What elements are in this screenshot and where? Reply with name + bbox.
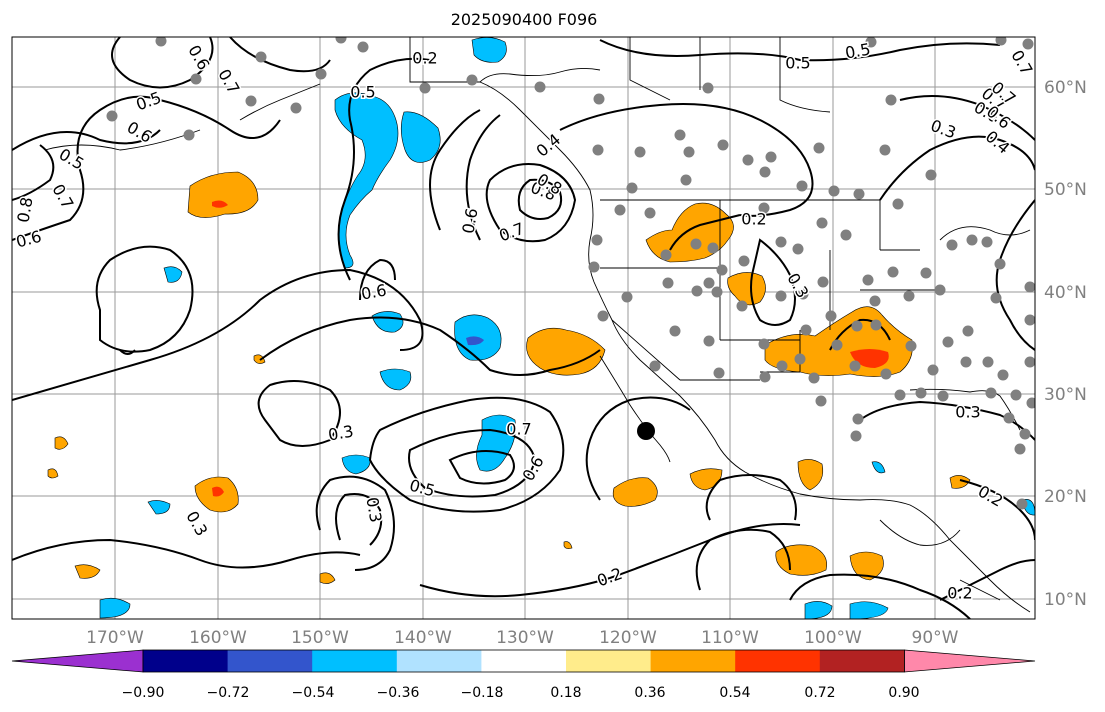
contour-lines <box>12 37 1035 619</box>
colorbar-tick-labels: −0.90 −0.72 −0.54 −0.36 −0.18 0.18 0.36 … <box>122 685 920 701</box>
colorbar-tick-label: 0.72 <box>804 685 835 701</box>
colorbar-segment <box>650 650 736 672</box>
longitude-labels: 170°W 160°W 150°W 140°W 130°W 120°W 110°… <box>86 628 959 648</box>
colorbar-tick-label: −0.36 <box>377 685 420 701</box>
lat-label: 60°N <box>1044 78 1087 98</box>
contour-label: 0.2 <box>741 210 766 229</box>
contour-label: 0.2 <box>412 49 437 68</box>
lon-label: 110°W <box>701 628 759 648</box>
lon-label: 150°W <box>291 628 349 648</box>
lat-label: 40°N <box>1044 283 1087 303</box>
colorbar-segment <box>227 650 313 672</box>
colorbar-tick-label: 0.90 <box>888 685 919 701</box>
colorbar-segment <box>143 650 229 672</box>
colorbar-segment <box>819 650 905 672</box>
lon-label: 120°W <box>599 628 657 648</box>
lon-label: 90°W <box>912 628 959 648</box>
colorbar-extend-max <box>904 649 1036 673</box>
colorbar-tick-label: 0.18 <box>550 685 581 701</box>
colorbar-tick-label: 0.54 <box>719 685 750 701</box>
lon-label: 160°W <box>189 628 247 648</box>
colorbar-tick-label: −0.72 <box>207 685 250 701</box>
colorbar-tick-label: 0.36 <box>634 685 665 701</box>
lat-label: 30°N <box>1044 385 1087 405</box>
colorbar-segment <box>396 650 482 672</box>
contour-label: 0.5 <box>350 83 375 102</box>
contour-label: 0.2 <box>947 584 972 603</box>
colorbar-extend-min <box>11 649 144 673</box>
map-frame <box>11 36 1036 620</box>
negative-anomaly-fills <box>99 37 1035 619</box>
colorbar-segment <box>566 650 652 672</box>
graticule <box>12 37 1035 619</box>
lon-label: 140°W <box>394 628 452 648</box>
contour-label: 0.5 <box>785 54 810 73</box>
lat-label: 10°N <box>1044 590 1087 610</box>
contour-label: 0.6 <box>360 280 388 303</box>
colorbar-tick-label: −0.54 <box>292 685 335 701</box>
colorbar <box>11 649 1036 673</box>
lat-label: 50°N <box>1044 180 1087 200</box>
colorbar-frame <box>142 649 905 673</box>
contour-label: 0.3 <box>955 403 980 422</box>
colorbar-tick-label: −0.18 <box>461 685 504 701</box>
center-marker <box>637 422 655 440</box>
colorbar-segment <box>481 650 567 672</box>
latitude-labels: 60°N 50°N 40°N 30°N 20°N 10°N <box>1044 78 1087 610</box>
colorbar-tick-label: −0.90 <box>122 685 165 701</box>
map-title: 2025090400 F096 <box>450 10 598 29</box>
lon-label: 130°W <box>496 628 554 648</box>
lon-label: 100°W <box>804 628 862 648</box>
lon-label: 170°W <box>86 628 144 648</box>
station-markers <box>106 37 1035 510</box>
colorbar-segment <box>312 650 398 672</box>
lat-label: 20°N <box>1044 487 1087 507</box>
contour-label: 0.7 <box>506 420 531 439</box>
contour-label: 0.3 <box>362 496 385 524</box>
contour-label: 0.3 <box>327 421 355 444</box>
colorbar-segment <box>735 650 821 672</box>
